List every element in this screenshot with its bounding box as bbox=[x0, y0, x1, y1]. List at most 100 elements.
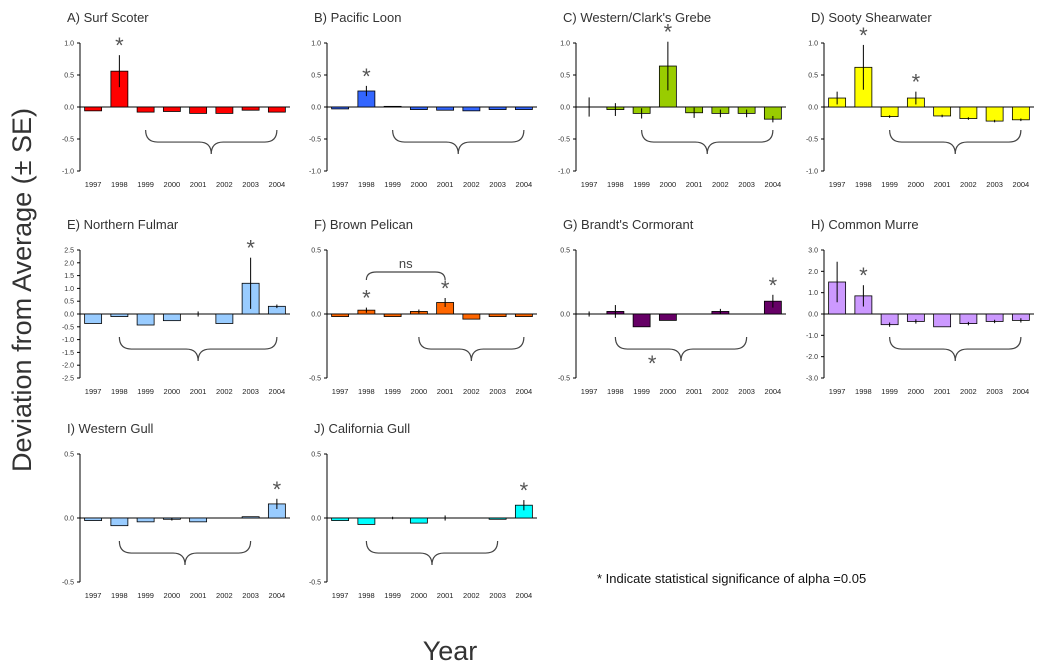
x-tick-label: 1998 bbox=[358, 591, 375, 600]
x-tick-label: 2000 bbox=[164, 387, 181, 396]
bar-1999 bbox=[383, 105, 402, 108]
x-tick-label: 1998 bbox=[358, 180, 375, 189]
x-tick-label: 2001 bbox=[686, 180, 703, 189]
bar-1997 bbox=[331, 517, 350, 521]
group-brace bbox=[365, 541, 499, 566]
bar-2000 bbox=[162, 106, 181, 112]
group-brace bbox=[118, 541, 252, 566]
y-tick-label: -1.0 bbox=[62, 337, 74, 344]
y-tick-label: 0.0 bbox=[808, 312, 818, 319]
bar-2002 bbox=[959, 106, 978, 119]
bar-2003 bbox=[488, 106, 507, 110]
y-tick-label: 0.0 bbox=[64, 312, 74, 319]
bar-2002 bbox=[462, 313, 481, 320]
significance-star: * bbox=[362, 286, 371, 311]
comparison-label: ns bbox=[399, 256, 413, 271]
bar-2001 bbox=[933, 106, 952, 117]
bar-2003 bbox=[488, 517, 507, 520]
x-tick-label: 1997 bbox=[332, 387, 349, 396]
x-tick-label: 2000 bbox=[411, 180, 428, 189]
significance-star: * bbox=[362, 64, 371, 89]
x-axis-label: Year bbox=[423, 636, 478, 664]
significance-star: * bbox=[520, 478, 529, 503]
y-tick-label: -2.0 bbox=[62, 363, 74, 370]
bar-1999 bbox=[880, 106, 899, 117]
bar-1997 bbox=[84, 313, 103, 324]
y-tick-label: -2.0 bbox=[806, 354, 818, 361]
x-tick-label: 2003 bbox=[738, 387, 755, 396]
x-tick-label: 1999 bbox=[137, 387, 154, 396]
y-tick-label: 0.0 bbox=[311, 516, 321, 523]
panel-title: B) Pacific Loon bbox=[314, 10, 401, 25]
bar-1998 bbox=[357, 517, 376, 525]
x-tick-label: 1997 bbox=[581, 387, 598, 396]
bar-2001 bbox=[436, 106, 455, 111]
x-tick-label: 1997 bbox=[581, 180, 598, 189]
x-tick-label: 1998 bbox=[111, 180, 128, 189]
y-tick-label: -1.0 bbox=[806, 333, 818, 340]
y-tick-label: -0.5 bbox=[62, 324, 74, 331]
group-brace bbox=[614, 337, 748, 362]
bar-2004 bbox=[267, 106, 286, 113]
y-tick-label: -0.5 bbox=[309, 137, 321, 144]
y-tick-label: -2.5 bbox=[62, 376, 74, 383]
panel-title: I) Western Gull bbox=[67, 421, 154, 436]
x-tick-label: 1998 bbox=[607, 387, 624, 396]
x-tick-label: 1997 bbox=[829, 180, 846, 189]
y-tick-label: 0.5 bbox=[560, 73, 570, 80]
significance-star: * bbox=[859, 23, 868, 48]
bar-1997 bbox=[84, 517, 103, 521]
x-tick-label: 2000 bbox=[411, 591, 428, 600]
x-tick-label: 2003 bbox=[986, 387, 1003, 396]
y-tick-label: 0.0 bbox=[64, 516, 74, 523]
x-tick-label: 1999 bbox=[384, 180, 401, 189]
x-tick-label: 2004 bbox=[516, 180, 533, 189]
panel-8: H) Common Murre 3.0 2.0 1.0 0.0 -1.0 -2.0 -3.0 1… bbox=[806, 217, 1034, 396]
x-tick-label: 2004 bbox=[269, 180, 286, 189]
y-tick-label: 1.0 bbox=[808, 41, 818, 48]
y-tick-label: 0.5 bbox=[311, 248, 321, 255]
bar-2000 bbox=[409, 106, 428, 110]
x-tick-label: 2003 bbox=[242, 387, 259, 396]
x-tick-label: 2000 bbox=[411, 387, 428, 396]
x-tick-label: 2004 bbox=[516, 387, 533, 396]
x-tick-label: 1997 bbox=[85, 387, 102, 396]
x-tick-label: 2002 bbox=[960, 387, 977, 396]
x-tick-label: 2002 bbox=[960, 180, 977, 189]
comparison-bracket bbox=[365, 271, 446, 281]
y-tick-label: -0.5 bbox=[558, 376, 570, 383]
panel-6: F) Brown Pelican 0.5 0.0 -0.5 1997 1998 1999 20… bbox=[309, 217, 537, 396]
x-tick-label: 1997 bbox=[332, 591, 349, 600]
y-tick-label: 0.5 bbox=[64, 73, 74, 80]
bar-2000 bbox=[658, 313, 677, 321]
x-tick-label: 1999 bbox=[137, 591, 154, 600]
y-tick-label: 2.0 bbox=[808, 269, 818, 276]
panel-7: G) Brandt's Cormorant 0.5 0.0 -0.5 1997 1998 1… bbox=[558, 217, 786, 396]
x-tick-label: 1999 bbox=[881, 387, 898, 396]
x-tick-label: 2001 bbox=[686, 387, 703, 396]
y-tick-label: -0.5 bbox=[806, 137, 818, 144]
y-tick-label: 3.0 bbox=[808, 248, 818, 255]
y-tick-label: 0.5 bbox=[808, 73, 818, 80]
panel-1: A) Surf Scoter 1.0 0.5 0.0 -0.5 -1.0 1997 1998 1… bbox=[62, 10, 290, 189]
x-tick-label: 2001 bbox=[190, 387, 207, 396]
group-brace bbox=[641, 130, 774, 155]
bar-2003 bbox=[241, 516, 260, 519]
x-tick-label: 2001 bbox=[934, 180, 951, 189]
y-tick-label: -0.5 bbox=[62, 137, 74, 144]
panel-title: F) Brown Pelican bbox=[314, 217, 413, 232]
significance-star: * bbox=[273, 477, 282, 502]
y-tick-label: -1.0 bbox=[62, 169, 74, 176]
x-tick-label: 2003 bbox=[738, 180, 755, 189]
y-tick-label: 0.5 bbox=[311, 452, 321, 459]
x-tick-label: 1999 bbox=[384, 387, 401, 396]
x-tick-label: 2004 bbox=[765, 387, 782, 396]
bar-1999 bbox=[136, 517, 155, 523]
panel-9: I) Western Gull 0.5 0.0 -0.5 1997 1998 1999 200… bbox=[62, 421, 290, 600]
x-tick-label: 2002 bbox=[463, 180, 480, 189]
y-tick-label: 0.5 bbox=[64, 452, 74, 459]
x-tick-label: 1997 bbox=[829, 387, 846, 396]
x-tick-label: 2001 bbox=[934, 387, 951, 396]
significance-star: * bbox=[246, 236, 255, 261]
